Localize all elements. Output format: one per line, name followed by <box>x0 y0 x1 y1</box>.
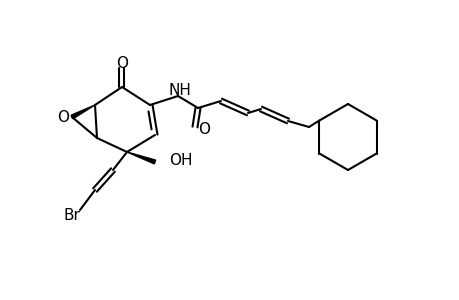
Text: O: O <box>197 122 210 136</box>
Text: Br: Br <box>63 208 80 224</box>
Polygon shape <box>127 152 155 164</box>
Text: NH: NH <box>168 82 191 98</box>
Text: O: O <box>116 56 128 70</box>
Text: OH: OH <box>168 152 192 167</box>
Polygon shape <box>71 105 95 119</box>
Text: O: O <box>57 110 69 124</box>
